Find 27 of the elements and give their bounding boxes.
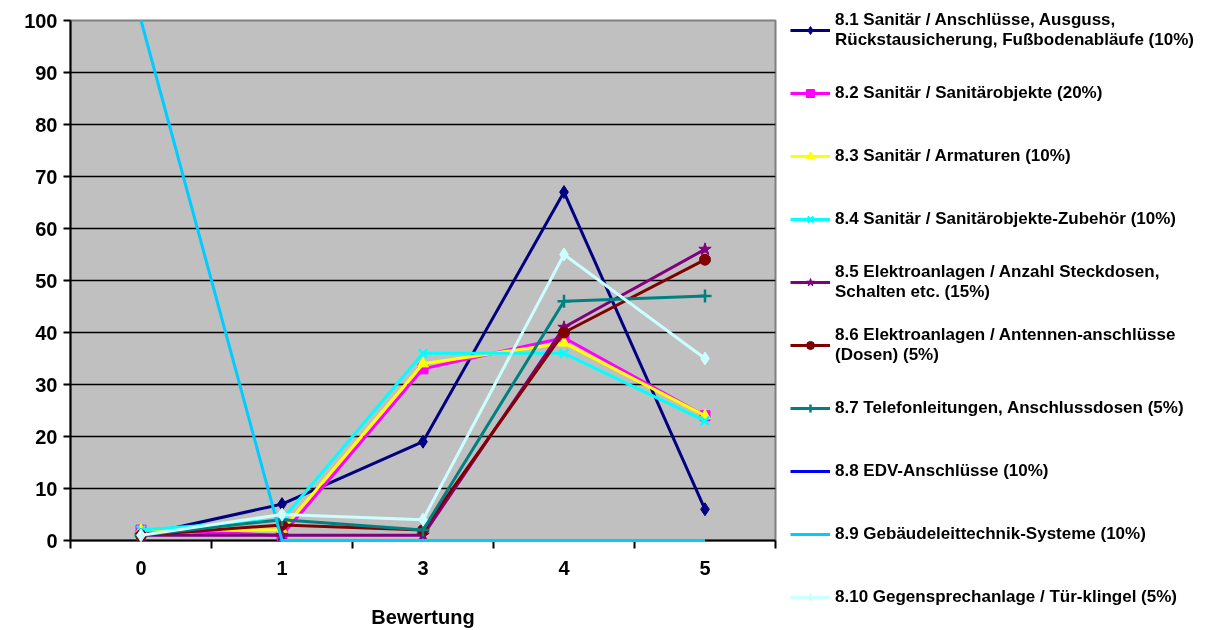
legend-label: 8.4 Sanitär / Sanitärobjekte-Zubehör (10%): [835, 208, 1177, 230]
legend-label: 8.10 Gegensprechanlage / Tür-klingel (5%): [835, 586, 1177, 608]
y-tick-label: 50: [35, 269, 58, 292]
y-tick-label: 100: [24, 9, 58, 32]
y-tick-label: 60: [35, 217, 58, 240]
y-tick-label: 40: [35, 321, 58, 344]
legend-label: 8.3 Sanitär / Armaturen (10%): [835, 145, 1071, 167]
legend-label: 8.9 Gebäudeleittechnik-Systeme (10%): [835, 523, 1146, 545]
y-tick-label: 30: [35, 373, 58, 396]
legend-label: 8.5 Elektroanlagen / Anzahl Steckdosen, Schalten etc. (15%): [835, 262, 1160, 302]
y-tick-label: 70: [35, 165, 58, 188]
legend-label: 8.2 Sanitär / Sanitärobjekte (20%): [835, 82, 1103, 104]
y-tick-label: 0: [46, 529, 58, 552]
x-tick-label: 1: [276, 556, 288, 579]
x-tick-label: 3: [417, 556, 429, 579]
y-tick-label: 90: [35, 61, 58, 84]
legend-label: 8.8 EDV-Anschlüsse (10%): [835, 460, 1049, 482]
x-tick-label: 5: [699, 556, 711, 579]
x-tick-label: 4: [558, 556, 571, 579]
y-tick-label: 20: [35, 425, 58, 448]
legend-label: 8.7 Telefonleitungen, Anschlussdosen (5%): [835, 397, 1184, 419]
y-tick-label: 80: [35, 113, 58, 136]
x-tick-label: 0: [135, 556, 147, 579]
y-tick-label: 10: [35, 477, 58, 500]
x-axis-title: Bewertung: [371, 605, 475, 628]
legend-label: 8.1 Sanitär / Anschlüsse, Ausguss, Rückstausicherung, Fußbodenabläufe (10%): [835, 10, 1194, 50]
legend-label: 8.6 Elektroanlagen / Antennen-anschlüsse (Dosen) (5%): [835, 325, 1176, 365]
